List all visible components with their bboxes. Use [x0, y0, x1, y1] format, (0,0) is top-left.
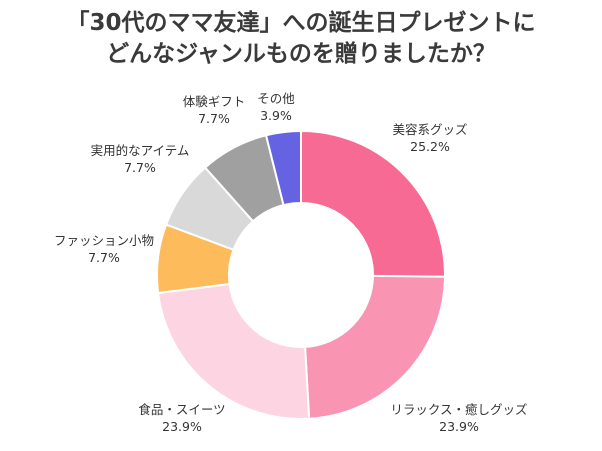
slice-label-4: ファッション小物: [54, 233, 154, 248]
chart-title: 「30代のママ友達」への誕生日プレゼントに どんなジャンルものを贈りましたか？: [0, 8, 602, 70]
slice-7: [264, 129, 302, 207]
slice-2: [304, 274, 447, 420]
chart-title-line1: 「30代のママ友達」への誕生日プレゼントに: [66, 10, 536, 36]
slice-1: [300, 129, 446, 278]
slice-label-7: その他: [257, 91, 295, 106]
slice-value-4: 7.7%: [88, 250, 120, 265]
slice-value-1: 25.2%: [410, 139, 450, 154]
slice-value-6: 7.7%: [198, 111, 230, 126]
slice-label-3: 食品・スイーツ: [138, 402, 225, 417]
slice-label-5: 実用的なアイテム: [91, 143, 190, 158]
slice-label-1: 美容系グッズ: [392, 122, 467, 137]
chart-title-line2: どんなジャンルものを贈りましたか？: [106, 41, 496, 67]
slice-label-6: 体験ギフト: [183, 94, 246, 109]
slice-value-2: 23.9%: [439, 419, 479, 434]
slice-value-5: 7.7%: [124, 160, 156, 175]
slice-value-7: 3.9%: [260, 108, 292, 123]
slice-3: [157, 282, 311, 420]
slice-label-2: リラックス・癒しグッズ: [390, 402, 527, 417]
slice-value-3: 23.9%: [162, 419, 202, 434]
